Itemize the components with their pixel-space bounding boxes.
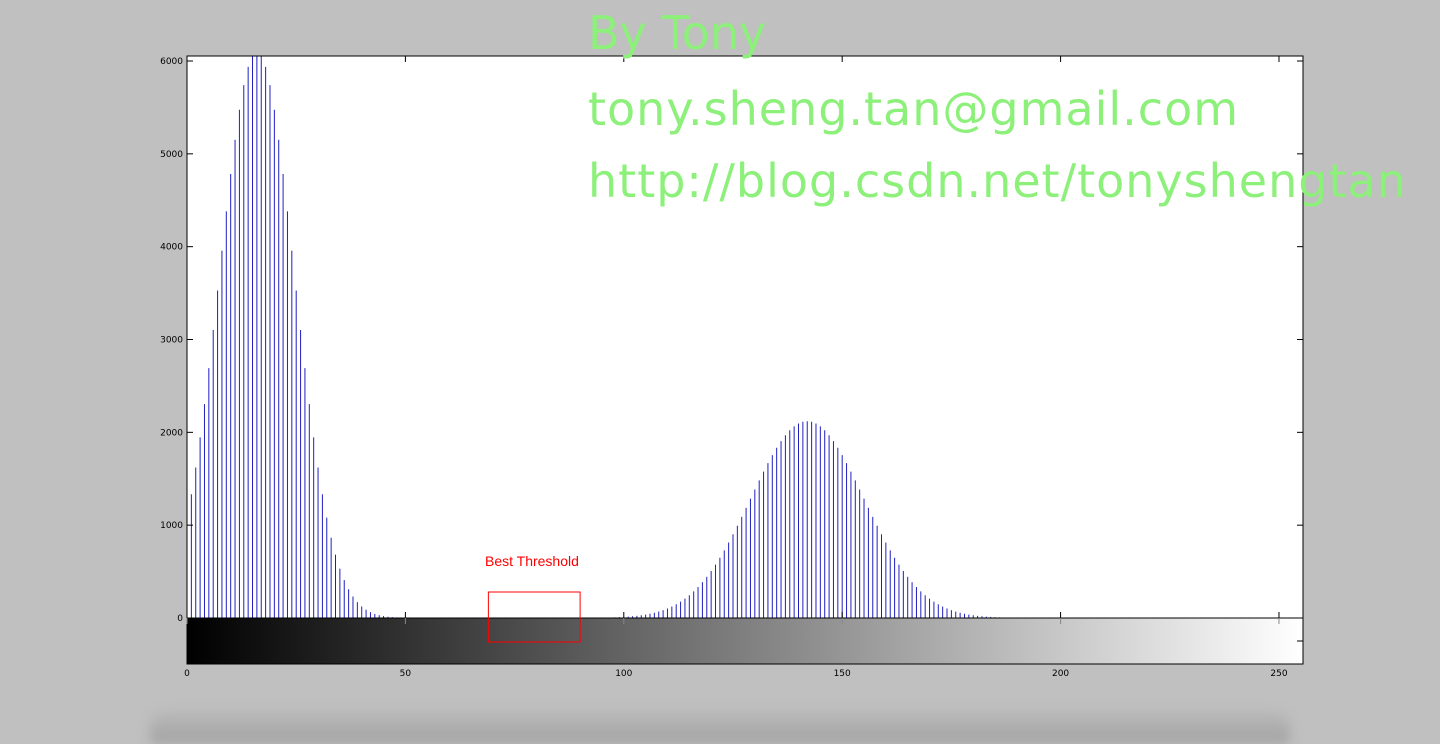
- y-tick-label: 3000: [160, 336, 183, 346]
- y-axis-ticks: 0 1000 2000 3000 4000 5000 6000: [160, 57, 1303, 642]
- y-tick-label: 1000: [160, 521, 183, 531]
- watermark-author: By Tony: [588, 6, 767, 60]
- x-tick-label: 150: [834, 669, 851, 679]
- x-tick-label: 100: [615, 669, 632, 679]
- watermark-url: http://blog.csdn.net/tonyshengtan: [588, 154, 1407, 208]
- best-threshold-annotation: Best Threshold: [485, 553, 581, 643]
- y-tick-label: 6000: [160, 57, 183, 67]
- threshold-label: Best Threshold: [485, 553, 579, 569]
- y-tick-label: 5000: [160, 150, 183, 160]
- y-tick-label: 4000: [160, 243, 183, 253]
- plot-background: [187, 56, 1303, 618]
- x-tick-label: 50: [400, 669, 412, 679]
- bottom-shadow: [150, 710, 1290, 744]
- y-tick-label: 0: [177, 614, 183, 624]
- x-axis-ticks: 0 50 100 150 200 250: [184, 56, 1288, 679]
- watermark-email: tony.sheng.tan@gmail.com: [588, 82, 1240, 136]
- grayscale-colorbar: [187, 618, 1303, 664]
- x-tick-label: 250: [1270, 669, 1287, 679]
- y-tick-label: 2000: [160, 428, 183, 438]
- x-tick-label: 0: [184, 669, 190, 679]
- histogram-bars: [186, 56, 1014, 618]
- x-tick-label: 200: [1052, 669, 1069, 679]
- threshold-box: [487, 591, 581, 643]
